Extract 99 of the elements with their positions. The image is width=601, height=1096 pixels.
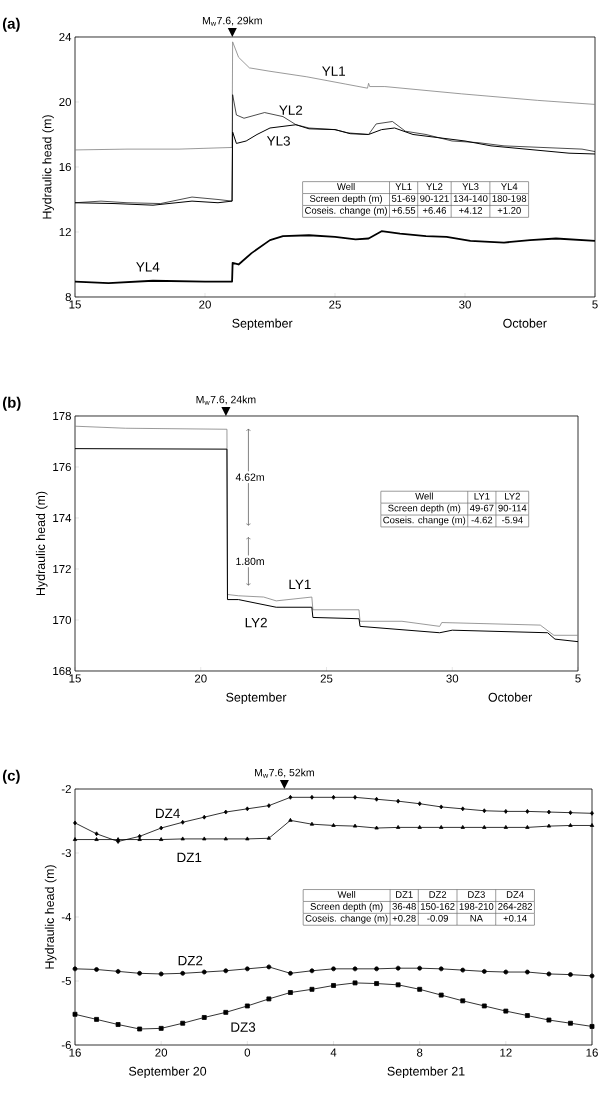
series-label: LY2 bbox=[245, 617, 267, 628]
annotation: Coseis. change (m) bbox=[383, 516, 466, 526]
annotation: Coseis. change (m) bbox=[305, 206, 387, 216]
annotation: Screen depth (m) bbox=[310, 902, 383, 912]
series-label: YL3 bbox=[266, 136, 290, 146]
x-tick-label: 20 bbox=[194, 674, 207, 683]
annotation: NA bbox=[470, 915, 483, 922]
series-label: DZ2 bbox=[178, 955, 203, 966]
x-tick-label: 25 bbox=[320, 674, 333, 683]
y-axis-title: Hydraulic head (m) bbox=[44, 865, 57, 969]
annotation: -4.62 bbox=[471, 516, 493, 524]
y-axis-title: Hydraulic head (m) bbox=[35, 491, 48, 596]
y-tick-label: 172 bbox=[53, 564, 71, 573]
y-tick-label: 176 bbox=[53, 462, 71, 472]
y-axis-title: Hydraulic head (m) bbox=[42, 115, 54, 219]
text: September bbox=[232, 318, 293, 331]
chart-title: (b) bbox=[2, 396, 21, 411]
annotation: -0.09 bbox=[427, 914, 448, 922]
annotation: DZ4 bbox=[506, 891, 524, 898]
annotation: LY1 bbox=[474, 492, 490, 500]
series-label: YL1 bbox=[322, 66, 346, 76]
annotation: Well bbox=[337, 890, 356, 898]
annotation: 4.62m bbox=[235, 473, 264, 481]
annotation: YL4 bbox=[501, 183, 518, 190]
annotation: +0.14 bbox=[503, 914, 527, 922]
y-tick-label: 168 bbox=[53, 666, 71, 676]
x-tick-label: 25 bbox=[329, 300, 341, 309]
y-tick-label: 174 bbox=[53, 514, 72, 522]
y-tick-label: 24 bbox=[59, 32, 72, 41]
annotation: Screen depth (m) bbox=[388, 504, 461, 514]
annotation: +0.28 bbox=[392, 914, 416, 922]
x-tick-label: 5 bbox=[592, 300, 598, 309]
y-tick-label: -4 bbox=[61, 913, 72, 921]
series-label: DZ1 bbox=[177, 852, 202, 863]
series-label: YL4 bbox=[136, 262, 160, 272]
annotation: YL1 bbox=[395, 183, 412, 190]
y-tick-label: 170 bbox=[53, 615, 72, 625]
annotation: 198-210 bbox=[459, 903, 494, 910]
annotation: DZ2 bbox=[429, 891, 447, 898]
annotation: YL3 bbox=[462, 183, 479, 190]
annotation: 134-140 bbox=[453, 195, 488, 202]
y-tick-label: 20 bbox=[59, 97, 72, 107]
text: October bbox=[503, 318, 547, 328]
y-tick-label: -5 bbox=[61, 977, 71, 985]
y-tick-label: -3 bbox=[61, 848, 71, 858]
annotation: 150-162 bbox=[420, 903, 455, 910]
text: October bbox=[488, 692, 533, 702]
text: September bbox=[226, 692, 287, 705]
text: M$_{w}$7.6, 52km bbox=[255, 768, 314, 778]
x-tick-label: 15 bbox=[69, 674, 81, 683]
annotation: -5.94 bbox=[501, 516, 523, 524]
annotation: +1.20 bbox=[497, 207, 521, 214]
x-tick-label: 15 bbox=[69, 300, 81, 309]
annotation: Screen depth (m) bbox=[309, 194, 383, 204]
annotation: +4.12 bbox=[459, 207, 483, 214]
annotation: 51-69 bbox=[391, 195, 416, 202]
y-tick-label: 178 bbox=[53, 411, 71, 421]
annotation: +6.46 bbox=[422, 207, 446, 214]
x-tick-label: 20 bbox=[199, 300, 211, 309]
series-label: DZ4 bbox=[156, 808, 180, 818]
series-label: YL2 bbox=[279, 105, 303, 115]
x-tick-label: 12 bbox=[500, 1048, 512, 1057]
annotation: LY2 bbox=[505, 492, 520, 500]
x-tick-label: 30 bbox=[446, 674, 459, 683]
annotation: 90-114 bbox=[498, 504, 527, 512]
annotation: +6.55 bbox=[392, 207, 416, 214]
x-tick-label: 16 bbox=[586, 1048, 598, 1057]
y-tick-label: 12 bbox=[59, 227, 71, 236]
annotation: 264-282 bbox=[498, 903, 532, 910]
annotation: Coseis. change (m) bbox=[305, 914, 388, 924]
x-tick-label: 8 bbox=[416, 1048, 423, 1057]
y-tick-label: 8 bbox=[65, 292, 71, 302]
x-tick-label: 30 bbox=[459, 300, 471, 309]
annotation: 180-198 bbox=[492, 195, 527, 202]
y-tick-label: -2 bbox=[61, 785, 71, 793]
annotation: DZ3 bbox=[468, 891, 485, 898]
annotation: 1.80m bbox=[236, 557, 264, 566]
x-tick-label: 0 bbox=[244, 1048, 251, 1057]
text: M$_{w}$7.6, 24km bbox=[196, 395, 256, 405]
chart-title: (c) bbox=[2, 769, 20, 784]
annotation: 90-121 bbox=[420, 195, 449, 202]
series-label: DZ3 bbox=[231, 1022, 256, 1032]
x-tick-label: 16 bbox=[69, 1048, 81, 1057]
annotation: 36-48 bbox=[392, 903, 416, 910]
text: September 20 bbox=[128, 1066, 207, 1079]
text: M$_{w}$7.6, 29km bbox=[202, 16, 262, 26]
series-label: LY1 bbox=[289, 579, 311, 589]
annotation: Well bbox=[336, 183, 355, 190]
y-tick-label: -6 bbox=[61, 1040, 71, 1050]
annotation: YL2 bbox=[426, 183, 443, 190]
x-tick-label: 4 bbox=[330, 1048, 337, 1057]
text: September 21 bbox=[387, 1066, 465, 1079]
chart-title: (a) bbox=[2, 17, 20, 32]
y-tick-label: 16 bbox=[59, 162, 71, 172]
x-tick-label: 5 bbox=[575, 674, 581, 683]
x-tick-label: 20 bbox=[155, 1048, 168, 1057]
annotation: 49-67 bbox=[469, 504, 494, 512]
annotation: DZ1 bbox=[396, 891, 413, 898]
annotation: Well bbox=[415, 492, 433, 500]
